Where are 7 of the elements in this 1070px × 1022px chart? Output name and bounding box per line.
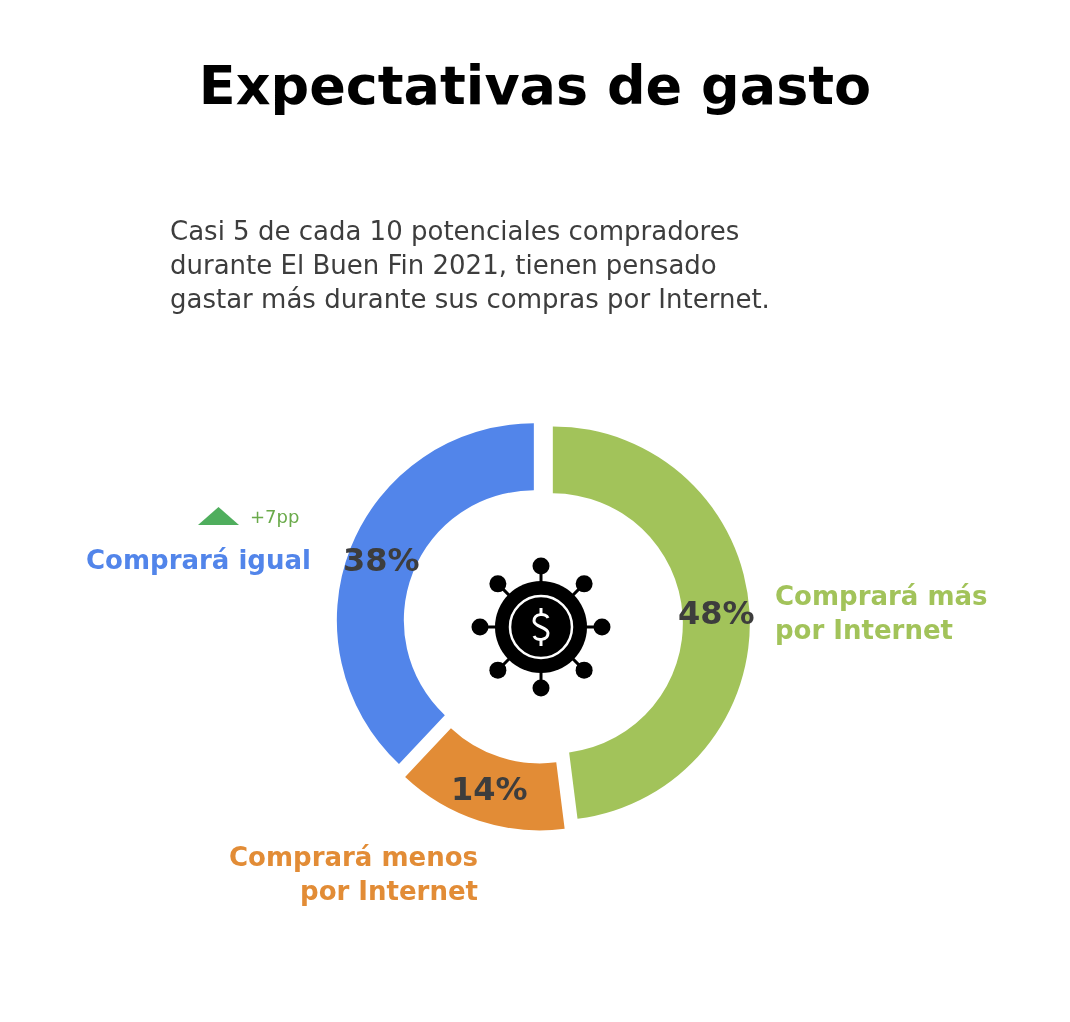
slice-label: Comprará igual — [86, 545, 311, 575]
chart-title: Expectativas de gasto — [198, 53, 872, 117]
slice-label: Comprará menos por Internet — [229, 842, 479, 906]
data-label: 14% — [451, 770, 528, 808]
text: +7pp — [250, 506, 300, 527]
chart-subtitle: Casi 5 de cada 10 potenciales compradores durante El Buen Fin 2021, tienen pensado gastar más durante sus compras por Internet. — [170, 216, 770, 314]
slice-label: Comprará más por Internet — [775, 581, 988, 645]
